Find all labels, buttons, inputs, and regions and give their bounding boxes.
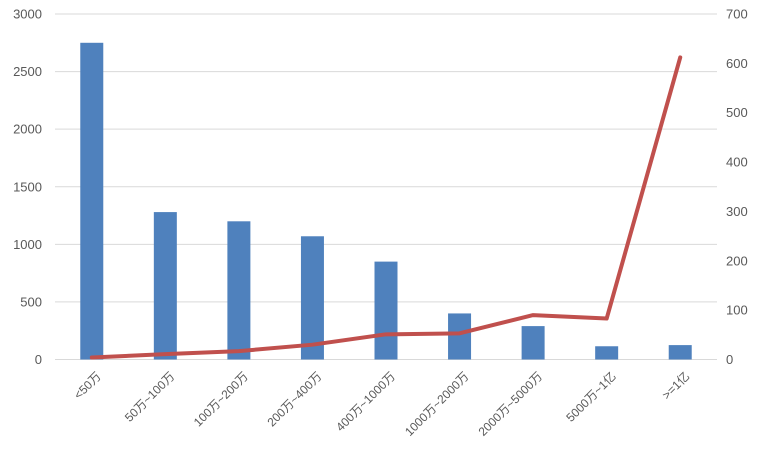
bar [595, 346, 619, 360]
category-label: <50万 [71, 369, 104, 402]
left-axis-tick-label: 0 [35, 352, 42, 367]
left-axis-tick-label: 1000 [13, 237, 42, 252]
right-axis-tick-label: 400 [726, 155, 748, 170]
left-axis-tick-label: 3000 [13, 7, 42, 22]
bar [521, 326, 545, 360]
right-axis-tick-label: 300 [726, 204, 748, 219]
right-axis-tick-label: 600 [726, 56, 748, 71]
bar [668, 345, 692, 360]
left-axis-tick-label: 1500 [13, 179, 42, 194]
right-axis-tick-label: 500 [726, 105, 748, 120]
category-label: 1000万~2000万 [402, 369, 472, 439]
right-axis-tick-label: 700 [726, 7, 748, 22]
bar [80, 42, 104, 360]
trend-line [89, 55, 683, 360]
category-label: 5000万~1亿 [563, 369, 619, 425]
category-label: 200万~400万 [264, 369, 324, 429]
category-label: >=1亿 [659, 369, 693, 403]
category-label: 50万~100万 [122, 369, 177, 424]
left-axis-tick-label: 2000 [13, 122, 42, 137]
bar [227, 221, 251, 360]
bar [300, 236, 324, 360]
category-label: 2000万~5000万 [476, 369, 546, 439]
category-label: 100万~200万 [191, 369, 251, 429]
left-axis-tick-label: 2500 [13, 64, 42, 79]
right-axis-tick-label: 0 [726, 352, 733, 367]
right-axis-tick-label: 200 [726, 253, 748, 268]
left-axis-tick-label: 500 [20, 294, 42, 309]
right-axis-tick-label: 100 [726, 303, 748, 318]
bar [153, 212, 177, 360]
bar [448, 313, 472, 360]
bar [374, 261, 398, 360]
category-label: 400万~1000万 [333, 369, 398, 434]
